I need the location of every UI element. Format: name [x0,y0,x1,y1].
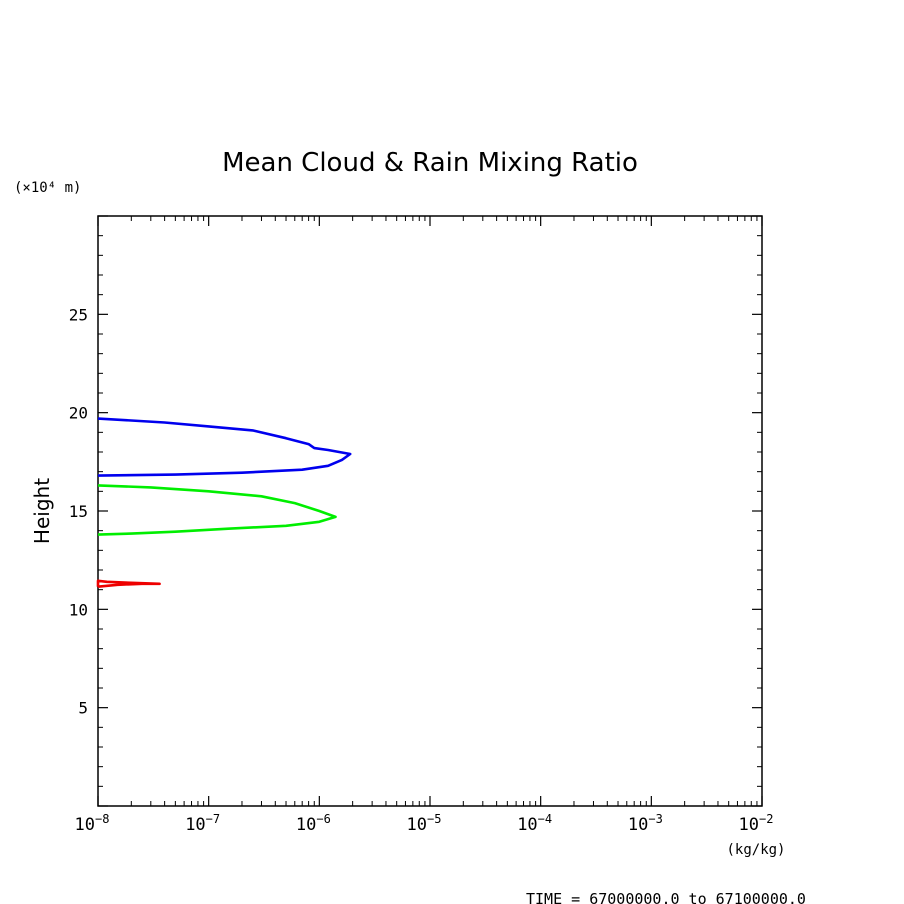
series-line [97,484,337,536]
x-tick-label: 10−7 [185,812,220,835]
x-tick-label-base: 10 [517,815,537,835]
chart-title: Mean Cloud & Rain Mixing Ratio [222,148,638,178]
x-tick-label-base: 10 [75,815,95,835]
x-tick-label: 10−8 [75,812,110,835]
x-tick-label-base: 10 [185,815,205,835]
x-tick-label-exponent: −2 [759,812,773,826]
x-tick-label-base: 10 [628,815,648,835]
y-tick-label: 20 [69,404,88,423]
x-tick-label-exponent: −7 [206,812,220,826]
x-tick-label-exponent: −8 [95,812,109,826]
x-tick-label-exponent: −6 [316,812,330,826]
y-tick-label: 25 [69,305,88,324]
x-tick-label-exponent: −3 [648,812,662,826]
x-tick-label-base: 10 [407,815,427,835]
x-tick-label-base: 10 [296,815,316,835]
y-unit-label: (×10⁴ m) [14,180,81,196]
x-tick-label-base: 10 [739,815,759,835]
y-tick-label: 5 [78,699,88,718]
x-tick-label-exponent: −4 [538,812,552,826]
x-tick-label: 10−5 [407,812,442,835]
x-tick-label: 10−6 [296,812,331,835]
x-tick-label: 10−4 [517,812,552,835]
y-tick-label: 10 [69,600,88,619]
x-tick-label: 10−3 [628,812,663,835]
footer-time-range: TIME = 67000000.0 to 67100000.0 [526,890,806,904]
plot-frame [97,215,763,807]
x-tick-label: 10−2 [739,812,774,835]
x-unit-label: (kg/kg) [726,842,785,858]
series-line [97,417,352,477]
series-line [96,579,161,588]
y-axis-label: Height [30,478,54,544]
y-tick-label: 15 [69,502,88,521]
x-tick-label-exponent: −5 [427,812,441,826]
